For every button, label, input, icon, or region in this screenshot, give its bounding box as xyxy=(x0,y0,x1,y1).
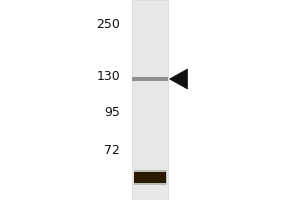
Text: 130: 130 xyxy=(96,70,120,82)
Text: 250: 250 xyxy=(96,18,120,30)
Bar xyxy=(134,171,166,182)
Text: 95: 95 xyxy=(104,106,120,118)
Bar xyxy=(132,0,168,200)
Bar xyxy=(134,169,166,184)
Polygon shape xyxy=(169,69,188,89)
Text: 72: 72 xyxy=(104,144,120,156)
Bar xyxy=(132,77,168,81)
